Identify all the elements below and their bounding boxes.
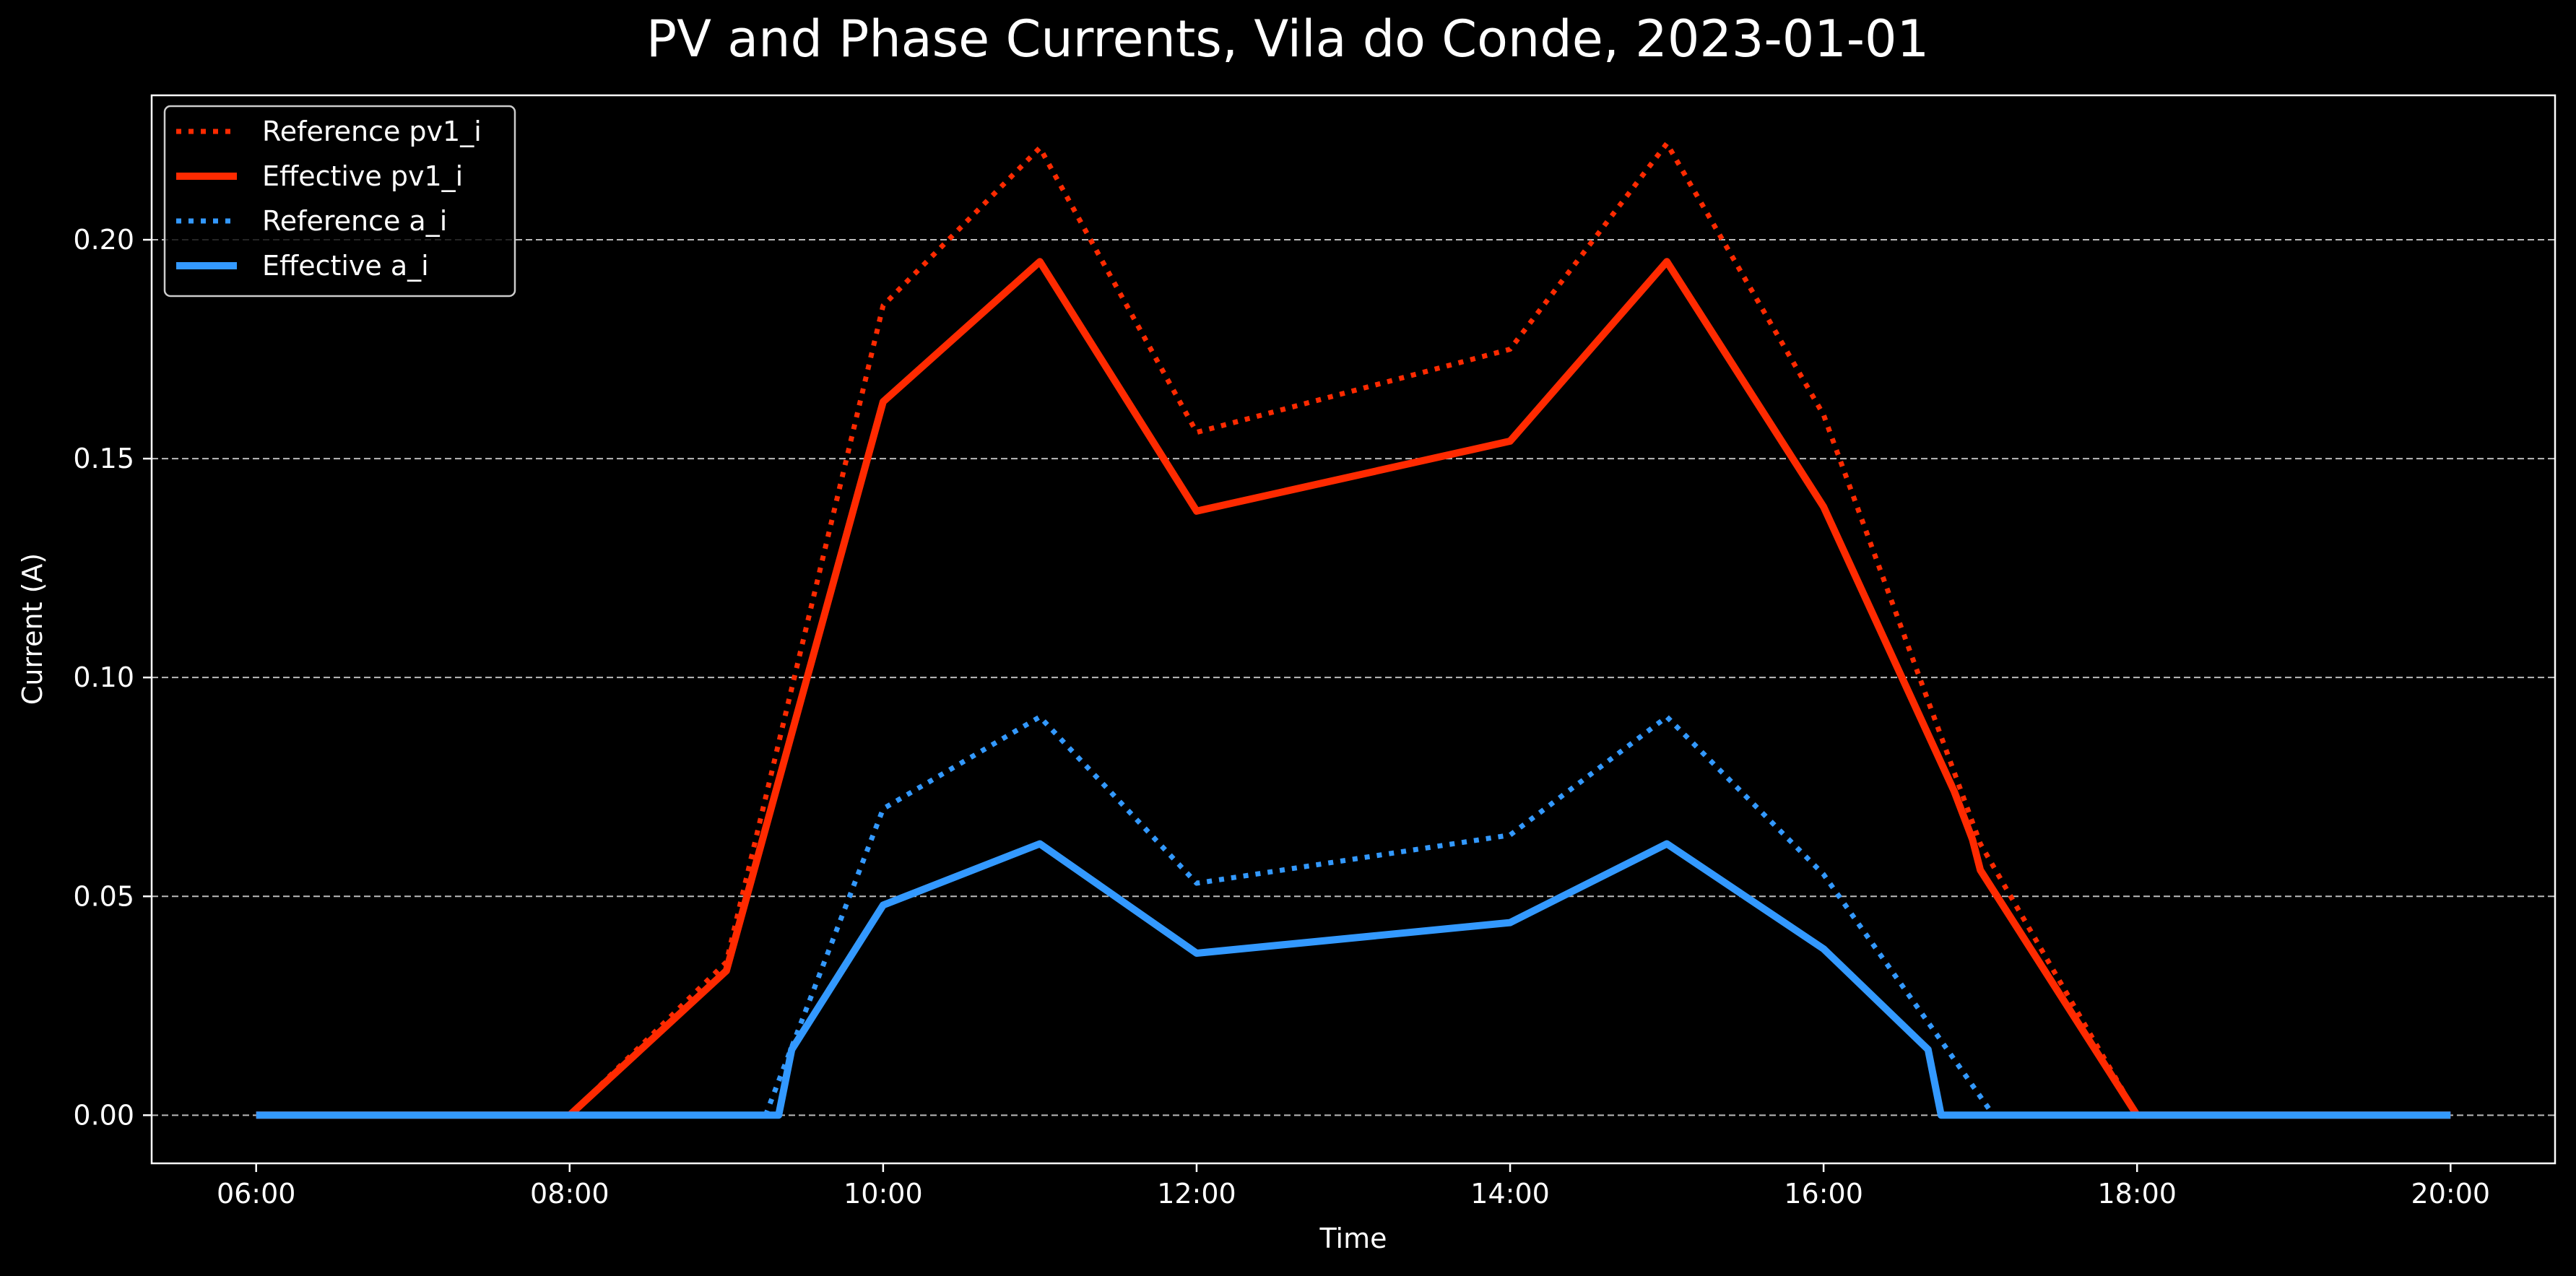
x-tick-label: 20:00 [2411, 1178, 2491, 1210]
x-tick-label: 18:00 [2097, 1178, 2177, 1210]
x-tick-label: 14:00 [1470, 1178, 1550, 1210]
series-line-3 [763, 714, 1996, 1117]
series-line-2 [256, 258, 2451, 1119]
plot-frame [150, 94, 2557, 1165]
legend-box [163, 105, 516, 298]
legend: Reference pv1_i Effective pv1_i Reference … [163, 105, 516, 298]
x-axis: 06:00 08:00 10:00 12:00 14:00 16:00 18:00 20:00 [217, 1163, 2490, 1210]
x-tick-label: 16:00 [1784, 1178, 1863, 1210]
y-tick-label: 0.20 [73, 224, 134, 256]
y-axis-label: Current (A) [17, 553, 48, 705]
legend-label: Effective pv1_i [262, 160, 463, 192]
series-line-4 [256, 840, 2451, 1119]
x-axis-label: Time [1319, 1223, 1387, 1254]
y-tick-label: 0.05 [73, 880, 134, 912]
legend-label: Effective a_i [262, 250, 429, 282]
x-tick-label: 12:00 [1157, 1178, 1236, 1210]
series-lines [256, 141, 2451, 1119]
y-tick-label: 0.00 [73, 1099, 134, 1131]
legend-label: Reference pv1_i [262, 116, 482, 147]
series-line-1 [256, 141, 2140, 1118]
chart-title: PV and Phase Currents, Vila do Conde, 20… [646, 9, 1929, 69]
legend-label: Reference a_i [262, 205, 447, 237]
x-tick-label: 10:00 [844, 1178, 923, 1210]
y-axis: 0.00 0.05 0.10 0.15 0.20 [73, 224, 152, 1131]
x-tick-label: 06:00 [217, 1178, 296, 1210]
y-tick-label: 0.15 [73, 443, 134, 474]
x-tick-label: 08:00 [530, 1178, 610, 1210]
y-tick-label: 0.10 [73, 661, 134, 693]
